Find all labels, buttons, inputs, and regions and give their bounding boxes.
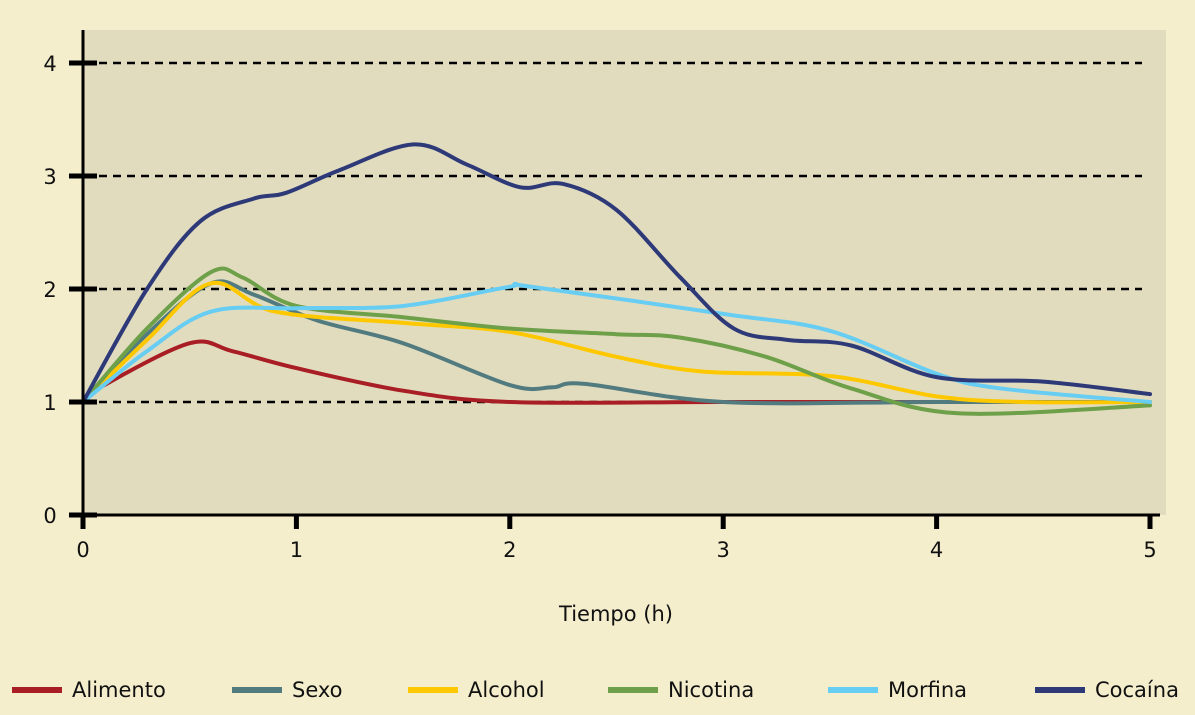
- x-tick-label: 2: [503, 538, 516, 562]
- legend-item: Cocaína: [1035, 676, 1179, 704]
- x-tick-label: 1: [290, 538, 303, 562]
- series-line-cocaína: [81, 142, 1152, 404]
- legend-label: Alcohol: [468, 678, 545, 702]
- y-tick-label: 4: [43, 52, 56, 76]
- y-tick-label: 1: [43, 391, 56, 415]
- legend-swatch: [608, 687, 658, 693]
- legend-swatch: [828, 687, 878, 693]
- x-tick-label: 4: [930, 538, 943, 562]
- legend-label: Morfina: [888, 678, 968, 702]
- legend-item: Nicotina: [608, 676, 754, 704]
- y-tick-label: 3: [43, 165, 56, 189]
- axes: 0 1 2 3 4 0 1 2 3 4 5: [43, 30, 1160, 562]
- y-tick-label: 0: [43, 504, 56, 528]
- legend-swatch: [1035, 687, 1085, 693]
- series-line-alcohol: [81, 280, 1152, 405]
- legend-label: Alimento: [72, 678, 166, 702]
- legend-label: Sexo: [292, 678, 343, 702]
- plot-area: [83, 30, 1166, 515]
- legend-item: Morfina: [828, 676, 967, 704]
- legend-label: Cocaína: [1095, 678, 1179, 702]
- series-line-nicotina: [81, 266, 1152, 416]
- legend-item: Alimento: [12, 676, 166, 704]
- legend-label: Nicotina: [668, 678, 755, 702]
- y-tick-label: 2: [43, 278, 56, 302]
- legend-item: Sexo: [232, 676, 343, 704]
- x-tick-label: 5: [1143, 538, 1156, 562]
- legend-swatch: [408, 687, 458, 693]
- series-lines: [81, 142, 1152, 416]
- legend-swatch: [12, 687, 62, 693]
- x-tick-label: 0: [76, 538, 89, 562]
- x-tick-label: 3: [717, 538, 730, 562]
- legend-item: Alcohol: [408, 676, 545, 704]
- x-axis-label: Tiempo (h): [559, 602, 673, 626]
- legend-swatch: [232, 687, 282, 693]
